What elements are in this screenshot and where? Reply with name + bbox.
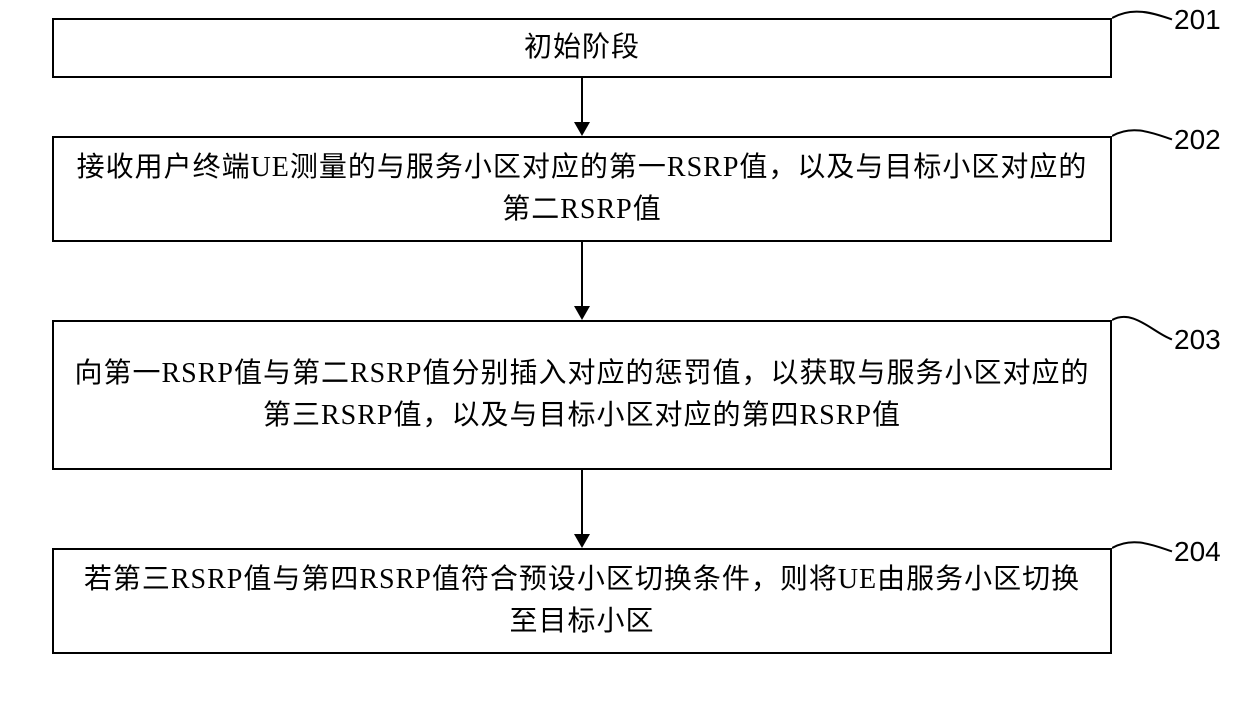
connector-2 [581, 242, 583, 306]
flow-step-2: 接收用户终端UE测量的与服务小区对应的第一RSRP值，以及与目标小区对应的第二R… [52, 136, 1112, 242]
flow-step-text: 若第三RSRP值与第四RSRP值符合预设小区切换条件，则将UE由服务小区切换至目… [74, 559, 1090, 643]
leader-curve-204 [1112, 528, 1178, 571]
flowchart-diagram: 初始阶段 201 接收用户终端UE测量的与服务小区对应的第一RSRP值，以及与目标小… [0, 0, 1240, 703]
connector-1 [581, 78, 583, 122]
leader-curve-203 [1112, 300, 1178, 359]
flow-step-4: 若第三RSRP值与第四RSRP值符合预设小区切换条件，则将UE由服务小区切换至目… [52, 548, 1112, 654]
arrowhead-2 [574, 306, 590, 320]
flow-step-text: 初始阶段 [524, 27, 640, 69]
flow-step-1: 初始阶段 [52, 18, 1112, 78]
flow-step-text: 接收用户终端UE测量的与服务小区对应的第一RSRP值，以及与目标小区对应的第二R… [74, 147, 1090, 231]
arrowhead-1 [574, 122, 590, 136]
leader-curve-201 [1112, 0, 1178, 39]
ref-label-203: 203 [1174, 324, 1221, 356]
leader-curve-202 [1112, 116, 1178, 159]
connector-3 [581, 470, 583, 534]
flow-step-3: 向第一RSRP值与第二RSRP值分别插入对应的惩罚值，以获取与服务小区对应的第三… [52, 320, 1112, 470]
arrowhead-3 [574, 534, 590, 548]
ref-label-202: 202 [1174, 124, 1221, 156]
ref-label-204: 204 [1174, 536, 1221, 568]
flow-step-text: 向第一RSRP值与第二RSRP值分别插入对应的惩罚值，以获取与服务小区对应的第三… [74, 353, 1090, 437]
ref-label-201: 201 [1174, 4, 1221, 36]
